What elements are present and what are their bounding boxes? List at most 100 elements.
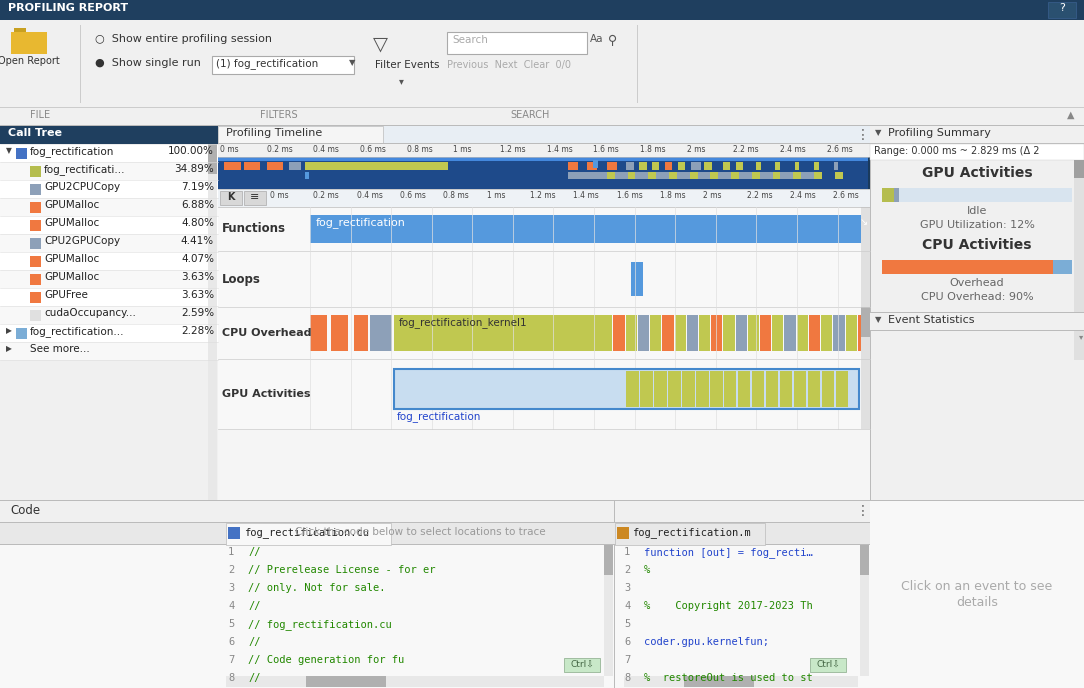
Text: 0 ms: 0 ms bbox=[270, 191, 288, 200]
Bar bbox=[653, 162, 659, 170]
Text: K: K bbox=[228, 192, 235, 202]
Bar bbox=[668, 371, 681, 407]
Text: 34.89%: 34.89% bbox=[175, 164, 214, 174]
Text: 2.2 ms: 2.2 ms bbox=[747, 191, 772, 200]
Bar bbox=[810, 658, 846, 672]
Bar bbox=[0, 306, 218, 324]
Bar bbox=[617, 527, 629, 539]
Bar bbox=[809, 315, 821, 351]
Bar bbox=[704, 162, 712, 170]
Text: 0 ms: 0 ms bbox=[220, 145, 238, 154]
Bar bbox=[772, 315, 784, 351]
Text: 2.4 ms: 2.4 ms bbox=[780, 145, 805, 154]
Text: ▾: ▾ bbox=[399, 76, 403, 86]
Bar bbox=[870, 144, 1084, 160]
Bar bbox=[218, 307, 870, 359]
Text: See more...: See more... bbox=[30, 344, 90, 354]
Bar bbox=[212, 56, 354, 74]
Bar bbox=[0, 0, 1084, 20]
Bar bbox=[870, 126, 1084, 144]
Bar bbox=[0, 126, 218, 688]
Bar bbox=[736, 315, 747, 351]
Bar bbox=[225, 523, 391, 545]
Text: GPU Utilization: 12%: GPU Utilization: 12% bbox=[919, 220, 1034, 230]
Bar bbox=[632, 262, 643, 296]
Text: Code: Code bbox=[10, 504, 40, 517]
Bar bbox=[687, 315, 698, 351]
Bar bbox=[860, 545, 869, 676]
Bar bbox=[604, 545, 612, 676]
Text: Idle: Idle bbox=[967, 206, 988, 216]
Bar bbox=[306, 676, 386, 687]
Text: 2.4 ms: 2.4 ms bbox=[790, 191, 816, 200]
Text: fog_rectification: fog_rectification bbox=[317, 217, 405, 228]
Text: Click the code below to select locations to trace: Click the code below to select locations… bbox=[295, 527, 545, 537]
Text: fog_rectification: fog_rectification bbox=[30, 146, 115, 157]
Bar bbox=[882, 188, 894, 202]
Text: %: % bbox=[644, 565, 650, 575]
Bar bbox=[795, 162, 799, 170]
Text: 2 ms: 2 ms bbox=[686, 145, 706, 154]
Text: fog_rectification...: fog_rectification... bbox=[30, 326, 125, 337]
Text: CPU Activities: CPU Activities bbox=[922, 238, 1032, 252]
Bar bbox=[30, 166, 41, 177]
Bar bbox=[0, 107, 1084, 108]
Text: Aa: Aa bbox=[590, 34, 604, 44]
Text: GPUMalloc: GPUMalloc bbox=[44, 254, 100, 264]
Bar bbox=[0, 125, 1084, 126]
Bar bbox=[684, 676, 754, 687]
Bar bbox=[218, 207, 870, 251]
Bar bbox=[640, 162, 647, 170]
Text: Open Report: Open Report bbox=[0, 56, 60, 66]
Bar bbox=[723, 315, 735, 351]
Bar bbox=[218, 144, 870, 157]
Text: 8: 8 bbox=[624, 673, 630, 683]
Text: Previous  Next  Clear  0/0: Previous Next Clear 0/0 bbox=[447, 60, 571, 70]
Bar bbox=[836, 371, 848, 407]
Bar bbox=[627, 371, 638, 407]
Bar bbox=[604, 545, 612, 575]
Bar bbox=[220, 191, 242, 205]
Bar bbox=[696, 371, 709, 407]
Bar bbox=[723, 162, 730, 170]
Bar bbox=[711, 315, 722, 351]
Bar bbox=[870, 312, 1084, 313]
Bar bbox=[1053, 260, 1072, 274]
Bar bbox=[289, 162, 301, 170]
Bar bbox=[655, 371, 667, 407]
Text: 1 ms: 1 ms bbox=[453, 145, 472, 154]
Bar bbox=[760, 315, 771, 351]
Text: 7: 7 bbox=[624, 655, 630, 665]
Text: ≡: ≡ bbox=[250, 192, 260, 202]
Text: //: // bbox=[248, 673, 260, 683]
Text: 1.6 ms: 1.6 ms bbox=[617, 191, 643, 200]
Text: ⋮: ⋮ bbox=[856, 504, 869, 518]
Bar bbox=[353, 315, 367, 351]
Text: fog_rectification.m: fog_rectification.m bbox=[632, 527, 751, 538]
Bar bbox=[882, 260, 1053, 274]
Text: Click on an event to see: Click on an event to see bbox=[902, 580, 1053, 593]
Text: %    Copyright 2017-2023 Th: % Copyright 2017-2023 Th bbox=[644, 601, 813, 611]
Bar bbox=[310, 315, 326, 351]
Bar bbox=[689, 172, 697, 179]
Bar bbox=[607, 162, 617, 170]
Text: 0.8 ms: 0.8 ms bbox=[443, 191, 469, 200]
Bar bbox=[393, 369, 859, 409]
Text: Overhead: Overhead bbox=[950, 278, 1004, 288]
Bar bbox=[0, 108, 1084, 126]
Bar bbox=[267, 162, 283, 170]
Bar bbox=[568, 162, 578, 170]
Bar bbox=[0, 144, 218, 162]
Bar bbox=[306, 162, 448, 170]
Text: ▶: ▶ bbox=[7, 326, 12, 335]
Bar bbox=[870, 313, 1084, 331]
Text: Profiling Summary: Profiling Summary bbox=[888, 128, 991, 138]
Bar bbox=[0, 252, 218, 270]
Bar bbox=[1048, 2, 1076, 18]
Text: 6: 6 bbox=[624, 637, 630, 647]
Bar bbox=[691, 162, 700, 170]
Text: 1 ms: 1 ms bbox=[487, 191, 505, 200]
Bar bbox=[218, 157, 868, 161]
Text: GPUFree: GPUFree bbox=[44, 290, 88, 300]
Text: ⋮: ⋮ bbox=[856, 128, 869, 142]
